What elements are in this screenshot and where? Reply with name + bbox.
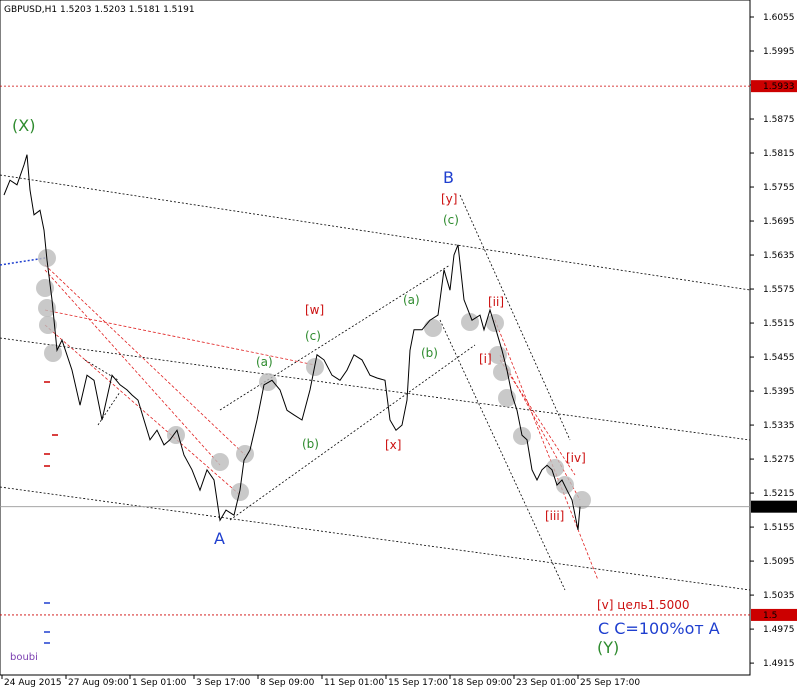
y-tick-label: 1.5995	[763, 47, 795, 57]
y-tick-label: 1.5035	[763, 591, 795, 601]
price-tag-label: 1.5	[763, 611, 777, 621]
price-tag	[751, 608, 797, 621]
wave-label: [y]	[441, 192, 457, 206]
wave-label: [w]	[305, 303, 324, 317]
wave-label: A	[214, 529, 225, 548]
x-tick-label: 15 Sep 17:00	[388, 678, 448, 688]
target-lines	[44, 264, 599, 581]
x-tick-label: 3 Sep 17:00	[196, 678, 251, 688]
wave-label: (c)	[305, 329, 321, 343]
wave-label: (b)	[302, 437, 319, 451]
price-tag	[751, 80, 797, 93]
wave-label: [i]	[479, 352, 492, 366]
x-tick-label: 1 Sep 01:00	[132, 678, 187, 688]
price-line-series	[3, 154, 581, 530]
wave-label: [x]	[385, 438, 401, 452]
wave-label: [iv]	[566, 451, 586, 465]
y-tick-label: 1.5395	[763, 387, 795, 397]
wave-label: (b)	[421, 346, 438, 360]
y-tick-label: 1.5515	[763, 319, 795, 329]
wave-label: C C=100%от A	[598, 619, 720, 638]
x-tick-label: 27 Aug 09:00	[68, 678, 129, 688]
price-tag-label: 1.5933	[763, 82, 795, 92]
x-tick-label: 8 Sep 09:00	[260, 678, 315, 688]
y-tick-label: 1.4915	[763, 659, 795, 669]
y-tick-label: 1.5875	[763, 115, 795, 125]
wave-labels: (X) B [y] (c) (a) (b) [w] (c) (a) (b) [x…	[12, 116, 720, 657]
x-tick-label: 18 Sep 09:00	[452, 678, 512, 688]
y-tick-label: 1.5155	[763, 523, 795, 533]
y-tick-label: 1.5695	[763, 217, 795, 227]
x-tick-label: 23 Sep 01:00	[516, 678, 576, 688]
price-tag	[751, 500, 797, 513]
wave-label: (X)	[12, 116, 35, 135]
wave-label: [ii]	[488, 295, 504, 309]
channels	[0, 174, 751, 591]
wave-label: (a)	[403, 293, 420, 307]
y-tick-label: 1.5755	[763, 183, 795, 193]
chart-title: GBPUSD,H1 1.5203 1.5203 1.5181 1.5191	[4, 5, 195, 15]
y-tick-label: 1.5275	[763, 455, 795, 465]
y-tick-label: 1.5095	[763, 557, 795, 567]
y-tick-label: 1.6055	[763, 13, 795, 23]
y-tick-label: 1.4975	[763, 625, 795, 635]
y-tick-label: 1.5815	[763, 149, 795, 159]
plot-frame	[0, 0, 751, 676]
y-tick-label: 1.5575	[763, 285, 795, 295]
watermark: boubi	[10, 652, 38, 663]
y-tick-label: 1.5635	[763, 251, 795, 261]
side-marks	[44, 381, 58, 644]
wave-label: B	[443, 168, 454, 187]
y-tick-label: 1.5215	[763, 489, 795, 499]
wave-label: [v] цель1.5000	[597, 598, 690, 612]
x-tick-label: 11 Sep 01:00	[324, 678, 384, 688]
wave-label: (a)	[256, 355, 273, 369]
wave-label: (Y)	[597, 638, 619, 657]
y-tick-label: 1.5335	[763, 421, 795, 431]
y-tick-label: 1.5455	[763, 353, 795, 363]
price-tag-label: 1.5191	[763, 503, 795, 513]
x-tick-label: 24 Aug 2015	[4, 678, 62, 688]
wave-label: (c)	[443, 213, 459, 227]
x-tick-label: 25 Sep 17:00	[580, 678, 640, 688]
wave-label: [iii]	[545, 509, 564, 523]
